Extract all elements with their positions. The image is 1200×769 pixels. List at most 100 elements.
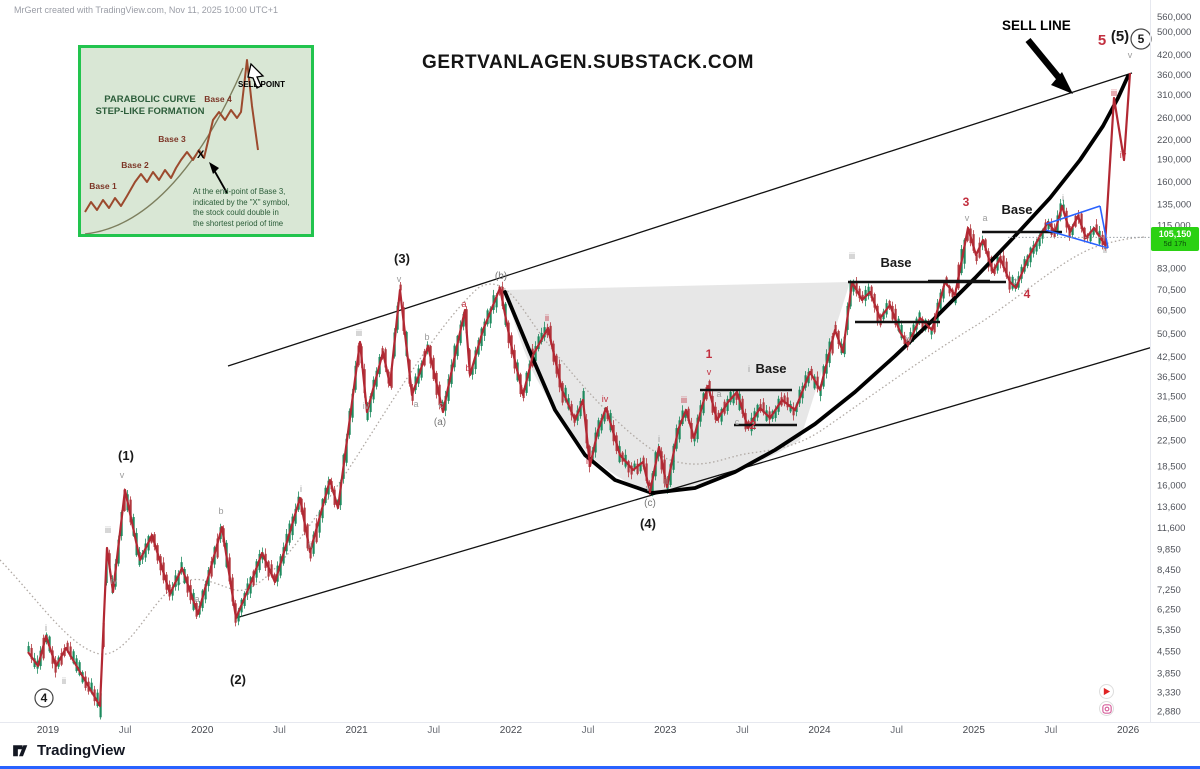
price-tick-label: 135,000 — [1157, 199, 1191, 210]
circled-wave-number-text: 4 — [41, 691, 48, 705]
price-tick-label: 36,500 — [1157, 372, 1186, 383]
price-tick-label: 18,500 — [1157, 461, 1186, 472]
wave-label: i — [45, 623, 47, 633]
price-scale[interactable]: 560,000 500,000 420,000 360,000 310,000 260,0… — [1157, 12, 1191, 718]
time-axis-label: 2021 — [345, 725, 368, 736]
play-icon — [1103, 687, 1111, 696]
current-price-badge: 105,150 5d 17h — [1151, 227, 1199, 251]
time-axis-label: Jul — [890, 725, 903, 736]
wave-label: iii — [849, 251, 855, 261]
price-tick-label: 310,000 — [1157, 90, 1191, 101]
price-tick-label: 60,500 — [1157, 305, 1186, 316]
price-tick-label: 3,330 — [1157, 688, 1181, 699]
wave-label: 1 — [706, 347, 713, 361]
inset-base3-label: Base 3 — [158, 134, 186, 144]
wave-label: v — [1128, 50, 1133, 60]
price-tick-label: 190,000 — [1157, 154, 1191, 165]
inset-base1-label: Base 1 — [89, 181, 117, 191]
wave-label: a — [461, 299, 466, 309]
price-tick-label: 220,000 — [1157, 135, 1191, 146]
wave-label: ii — [664, 476, 668, 486]
price-chart-canvas[interactable]: 560,000 500,000 420,000 360,000 310,000 260,0… — [0, 0, 1200, 740]
time-axis-label: Jul — [1045, 725, 1058, 736]
price-tick-label: 360,000 — [1157, 70, 1191, 81]
candlestick-series — [27, 198, 1107, 720]
time-axis-label: Jul — [582, 725, 595, 736]
wave-label: a — [194, 594, 199, 604]
price-tick-label: 13,600 — [1157, 502, 1186, 513]
instagram-badge-icon[interactable] — [1099, 701, 1114, 716]
wave-label: i — [658, 434, 660, 444]
price-tick-label: 160,000 — [1157, 177, 1191, 188]
inset-parabolic-curve-panel[interactable]: PARABOLIC CURVE STEP-LIKE FORMATION Base… — [78, 45, 314, 237]
wave-label: iv — [602, 394, 609, 404]
wave-label: (1) — [118, 448, 134, 463]
wave-label: 2 — [750, 418, 757, 432]
wave-label: Base — [1001, 202, 1032, 217]
wave-label: c — [439, 400, 444, 410]
wave-label: iv — [906, 334, 913, 344]
time-axis-label: Jul — [427, 725, 440, 736]
time-axis-label: 2020 — [191, 725, 214, 736]
cup-fill — [505, 282, 850, 494]
wave-label: (4) — [640, 516, 656, 531]
wave-label: v — [965, 213, 970, 223]
sell-line-text: SELL LINE — [1002, 18, 1071, 33]
youtube-badge-icon[interactable] — [1099, 684, 1114, 699]
wave-label: 3 — [963, 195, 970, 209]
camera-icon — [1101, 703, 1112, 714]
bar-countdown: 5d 17h — [1163, 238, 1187, 248]
wave-label: (5) — [1111, 28, 1129, 45]
time-axis-label: 2023 — [654, 725, 677, 736]
inset-base4-label: Base 4 — [204, 94, 232, 104]
wave-label: Base — [755, 361, 786, 376]
wave-label: i — [748, 364, 750, 374]
inset-step-zigzag — [84, 59, 259, 213]
time-scale[interactable]: 2019 Jul 2020 Jul 2021 Jul 2022 Jul 2023 Jul 2024 J… — [37, 725, 1140, 736]
trend-channel-lines — [227, 72, 1150, 619]
price-tick-label: 83,000 — [1157, 264, 1186, 275]
blue-triangle-pattern — [1045, 205, 1109, 249]
rounded-bottom-shading — [505, 282, 850, 494]
lower-channel-line — [235, 347, 1150, 619]
circled-wave-number — [1130, 28, 1152, 50]
price-tick-label: 4,550 — [1157, 646, 1181, 657]
price-tick-label: 11,600 — [1157, 523, 1185, 534]
price-tick-label: 7,250 — [1157, 585, 1181, 596]
inset-cursor-icon — [247, 62, 265, 89]
wave-annotation-labels: iiiiiiivv(1)ab(2)iiiiiiivv(3)abc(a)ab(b)… — [34, 28, 1152, 708]
inset-base2-label: Base 2 — [121, 160, 149, 170]
wave-label: 4 — [1024, 287, 1031, 301]
wave-label: ii — [62, 676, 66, 686]
wave-label: (c) — [644, 498, 656, 509]
bottom-accent-bar — [0, 766, 1200, 769]
price-tick-label: 115,000 — [1157, 221, 1191, 232]
time-axis-label: Jul — [736, 725, 749, 736]
time-axis-label: 2025 — [963, 725, 986, 736]
triangle-edge — [1045, 229, 1109, 249]
inset-x-marker: X — [197, 149, 205, 161]
triangle-edge — [1099, 205, 1109, 249]
page-title: GERTVANLAGEN.SUBSTACK.COM — [421, 52, 755, 73]
price-tick-label: 420,000 — [1157, 50, 1191, 61]
wave-label: i — [1062, 193, 1064, 203]
time-axis-separator — [0, 722, 1200, 723]
time-axis-label: 2019 — [37, 725, 60, 736]
price-tick-label: 70,500 — [1157, 285, 1186, 296]
time-axis-label: 2022 — [500, 725, 523, 736]
price-tick-label: 8,450 — [1157, 565, 1181, 576]
inset-caption-arrow — [213, 169, 228, 194]
price-tick-label: 22,500 — [1157, 436, 1186, 447]
tradingview-logo-icon — [13, 745, 28, 757]
upper-channel-line — [227, 72, 1133, 367]
tradingview-logo[interactable]: TradingView — [10, 739, 125, 761]
wave-label: b — [465, 363, 470, 373]
wave-label: v — [707, 367, 712, 377]
inset-parabola-curve — [84, 67, 244, 234]
wave-label: v — [120, 470, 125, 480]
wave-label: v — [397, 274, 402, 284]
tradingview-logo-text: TradingView — [37, 741, 126, 759]
price-tick-label: 42,500 — [1157, 352, 1186, 363]
wave-label: (2) — [230, 672, 246, 687]
